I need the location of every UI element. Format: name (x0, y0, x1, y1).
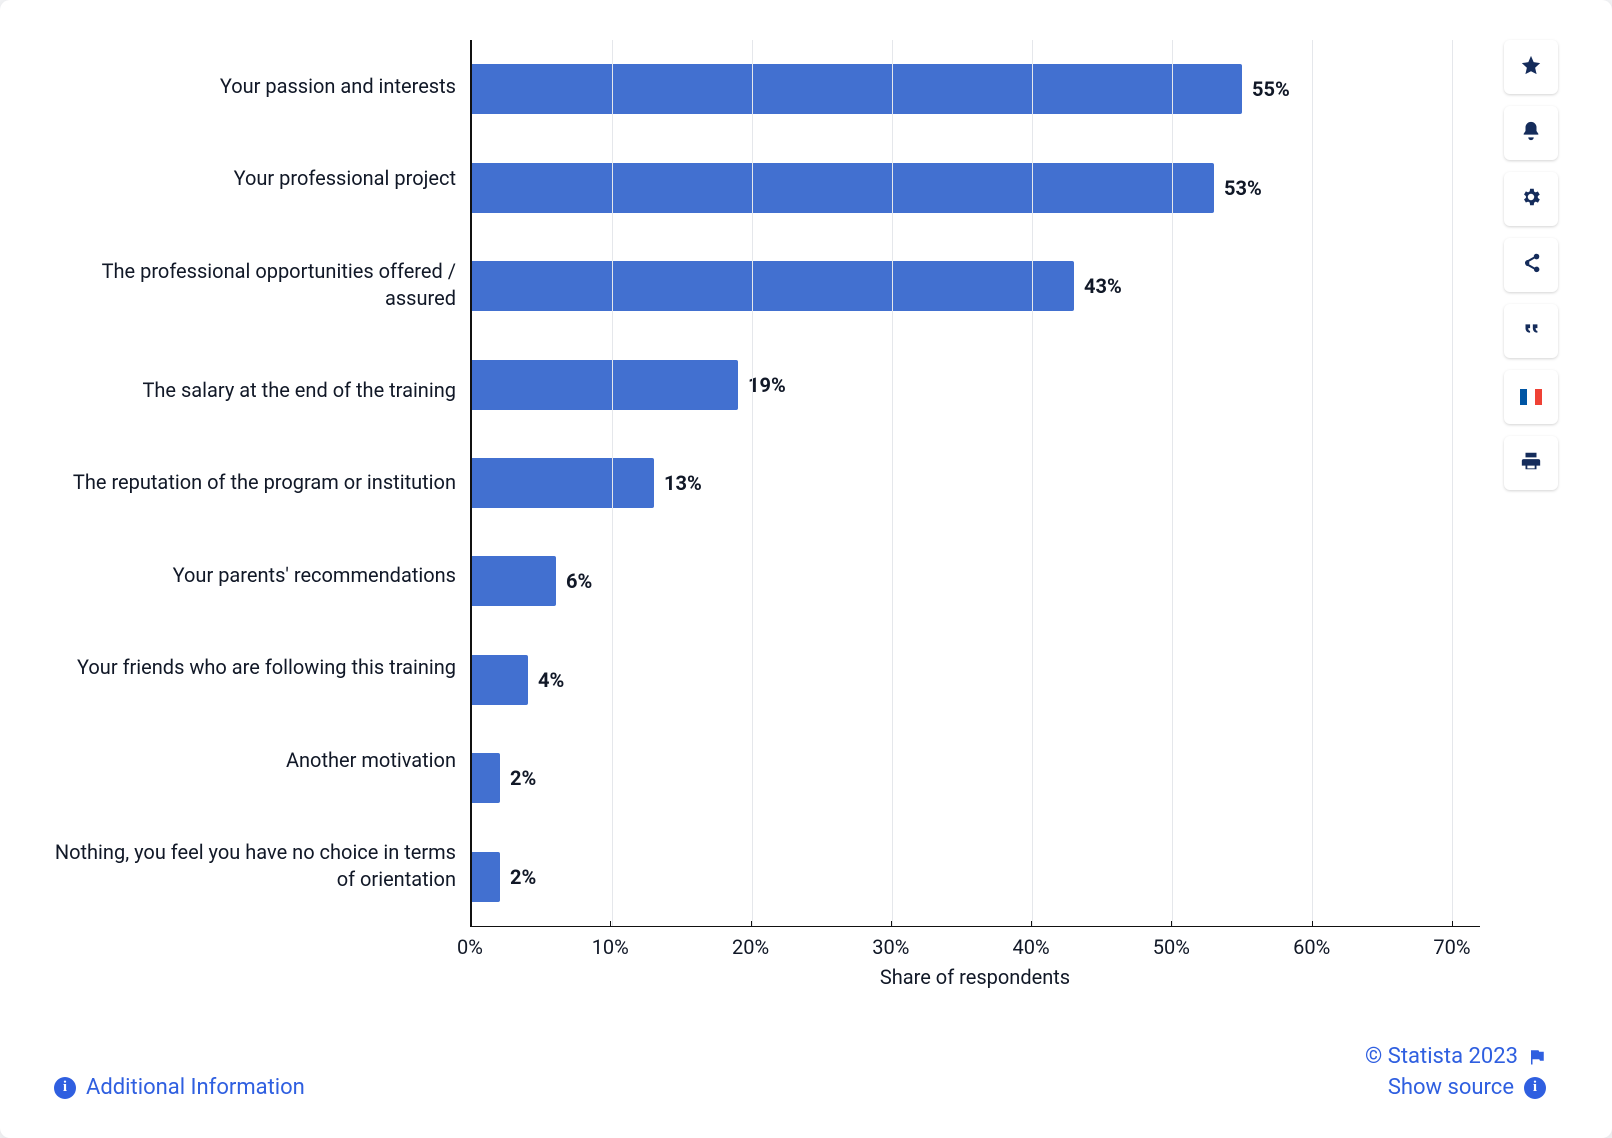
bars-container: 55% 53% 43% 19% 13% 6% 4% 2% 2% (472, 40, 1480, 926)
x-tick (1312, 921, 1313, 927)
bar-value-label: 4% (538, 668, 564, 692)
grid-line (612, 40, 613, 926)
x-tick (751, 921, 752, 927)
additional-info-link[interactable]: i Additional Information (54, 1075, 305, 1100)
bar-row: 55% (472, 64, 1480, 114)
plot-row: Your passion and interests Your professio… (50, 40, 1480, 926)
grid-line (1312, 40, 1313, 926)
print-button[interactable] (1504, 436, 1558, 490)
y-axis-label: Your friends who are following this trai… (50, 654, 456, 681)
settings-button[interactable] (1504, 172, 1558, 226)
x-tick-label: 70% (1433, 935, 1470, 959)
bar-row: 2% (472, 852, 1480, 902)
bar-value-label: 55% (1252, 77, 1290, 101)
bar-value-label: 19% (748, 373, 786, 397)
bar-row: 2% (472, 753, 1480, 803)
y-axis-label: The reputation of the program or institu… (50, 469, 456, 496)
y-axis-labels: Your passion and interests Your professio… (50, 40, 470, 926)
grid-line (892, 40, 893, 926)
x-tick-label: 10% (592, 935, 629, 959)
print-icon (1520, 450, 1542, 476)
grid-line (1172, 40, 1173, 926)
x-tick (1452, 921, 1453, 927)
bar-value-label: 2% (510, 766, 536, 790)
footer: i Additional Information © Statista 2023… (50, 1044, 1562, 1108)
bell-icon (1520, 120, 1542, 146)
bar-row: 6% (472, 556, 1480, 606)
share-icon (1520, 252, 1542, 278)
bar-row: 13% (472, 458, 1480, 508)
bar-row: 53% (472, 163, 1480, 213)
show-source-link[interactable]: Show source i (1388, 1075, 1546, 1100)
x-axis: Share of respondents 0% 10% 20% 30% 40% 50% 60… (50, 926, 1480, 986)
bar[interactable] (472, 261, 1074, 311)
x-tick (1171, 921, 1172, 927)
x-tick (470, 921, 471, 927)
x-tick-label: 20% (732, 935, 769, 959)
bar[interactable] (472, 655, 528, 705)
bar-value-label: 6% (566, 569, 592, 593)
favorite-button[interactable] (1504, 40, 1558, 94)
chart-core: Your passion and interests Your professio… (50, 40, 1480, 986)
share-button[interactable] (1504, 238, 1558, 292)
x-tick-label: 30% (872, 935, 909, 959)
bar-value-label: 13% (664, 471, 702, 495)
info-icon: i (1524, 1077, 1546, 1099)
flag-icon (1528, 1048, 1546, 1066)
x-tick-label: 50% (1153, 935, 1190, 959)
bar[interactable] (472, 852, 500, 902)
x-tick (610, 921, 611, 927)
x-axis-title: Share of respondents (880, 965, 1070, 989)
x-tick (891, 921, 892, 927)
y-axis-label: The salary at the end of the training (50, 377, 456, 404)
grid-line (1452, 40, 1453, 926)
bar-row: 4% (472, 655, 1480, 705)
gear-icon (1520, 186, 1542, 212)
x-axis-spacer (50, 926, 470, 986)
y-axis-label: Another motivation (50, 747, 456, 774)
bar-value-label: 53% (1224, 176, 1262, 200)
footer-right: © Statista 2023 Show source i (1365, 1044, 1546, 1100)
bar[interactable] (472, 753, 500, 803)
cite-button[interactable] (1504, 304, 1558, 358)
y-axis-label: Your professional project (50, 165, 456, 192)
additional-info-label: Additional Information (86, 1075, 305, 1100)
chart-card: Your passion and interests Your professio… (0, 0, 1612, 1138)
plot-area: 55% 53% 43% 19% 13% 6% 4% 2% 2% (470, 40, 1480, 926)
bar[interactable] (472, 163, 1214, 213)
bar-row: 19% (472, 360, 1480, 410)
chart-wrap: Your passion and interests Your professio… (50, 40, 1562, 986)
flag-fr-icon (1520, 389, 1542, 405)
x-tick-label: 60% (1293, 935, 1330, 959)
bar-row: 43% (472, 261, 1480, 311)
x-tick (1031, 921, 1032, 927)
show-source-label: Show source (1388, 1075, 1514, 1100)
bar-value-label: 2% (510, 865, 536, 889)
info-icon: i (54, 1077, 76, 1099)
y-axis-label: Nothing, you feel you have no choice in … (50, 839, 456, 893)
x-tick-label: 0% (457, 935, 483, 959)
grid-line (752, 40, 753, 926)
bar[interactable] (472, 458, 654, 508)
y-axis-label: The professional opportunities offered /… (50, 258, 456, 312)
x-tick-label: 40% (1013, 935, 1050, 959)
x-axis-ticks: Share of respondents 0%10%20%30%40%50%60… (470, 926, 1480, 986)
locale-button[interactable] (1504, 370, 1558, 424)
bar-value-label: 43% (1084, 274, 1122, 298)
bar[interactable] (472, 556, 556, 606)
bar[interactable] (472, 360, 738, 410)
star-icon (1520, 54, 1542, 80)
side-toolbar (1500, 40, 1562, 986)
copyright-text: © Statista 2023 (1365, 1044, 1518, 1069)
bar[interactable] (472, 64, 1242, 114)
grid-line (1032, 40, 1033, 926)
y-axis-label: Your parents' recommendations (50, 562, 456, 589)
notify-button[interactable] (1504, 106, 1558, 160)
y-axis-label: Your passion and interests (50, 73, 456, 100)
quote-icon (1520, 318, 1542, 344)
copyright[interactable]: © Statista 2023 (1365, 1044, 1546, 1069)
